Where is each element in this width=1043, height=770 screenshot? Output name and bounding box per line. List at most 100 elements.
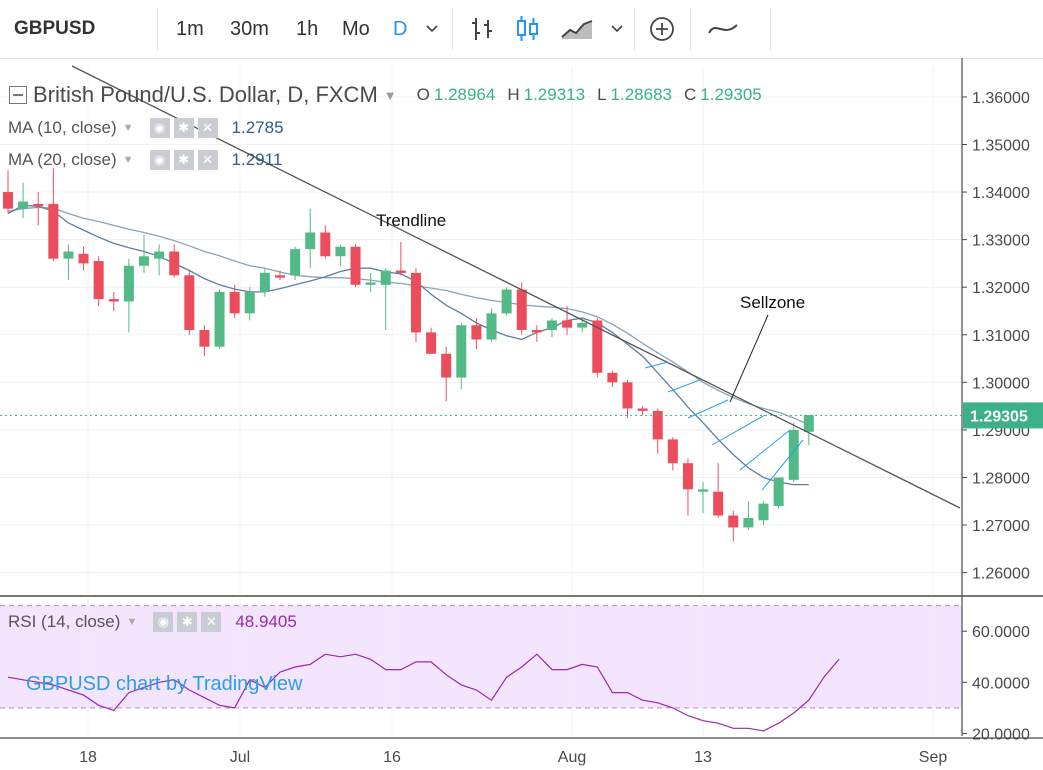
rsi-value: 48.9405 — [235, 612, 297, 631]
add-indicator-icon[interactable] — [648, 0, 676, 58]
ma20-label: MA (20, close) — [8, 150, 117, 169]
rsi-line — [7, 653, 840, 732]
x-tick-label: 13 — [694, 749, 712, 766]
candle-body — [546, 320, 557, 330]
rsi-y-tick-label: 20.0000 — [972, 726, 1030, 743]
close-value: 1.29305 — [700, 85, 762, 104]
collapse-legend-icon[interactable] — [9, 86, 27, 104]
candle-body — [259, 272, 270, 292]
candle-body — [380, 270, 391, 285]
gear-icon[interactable]: ✱ — [173, 118, 194, 138]
interval-1m-button[interactable]: 1m — [176, 17, 204, 40]
sellzone-hatch — [761, 439, 804, 491]
candle-body — [244, 291, 255, 314]
close-icon[interactable]: ✕ — [197, 150, 218, 170]
interval-d-button[interactable]: D — [393, 17, 408, 40]
candle-body — [229, 291, 240, 314]
candle-body — [138, 256, 149, 266]
symbol-search-button[interactable]: GBPUSD — [14, 18, 96, 39]
interval-30m-button[interactable]: 30m — [230, 17, 269, 40]
gear-icon[interactable]: ✱ — [177, 612, 198, 632]
low-value: 1.28683 — [610, 85, 672, 104]
trendline-label: Trendline — [376, 211, 446, 230]
candle-body — [456, 325, 467, 378]
candle-body — [652, 410, 663, 440]
sellzone-hatch — [711, 414, 766, 446]
bar-chart-icon[interactable] — [470, 0, 496, 58]
candle-body — [33, 203, 44, 207]
eye-icon[interactable]: ◉ — [149, 118, 170, 138]
close-icon[interactable]: ✕ — [201, 612, 222, 632]
chevron-down-icon[interactable] — [425, 0, 439, 58]
candle-body — [562, 320, 573, 328]
y-tick-label: 1.33000 — [972, 233, 1030, 250]
ohlc-values: O 1.28964 H 1.29313 L 1.28683 C 1.29305 — [417, 85, 762, 105]
trendline[interactable] — [71, 65, 961, 509]
y-tick-label: 1.36000 — [972, 90, 1030, 107]
candle-body — [471, 325, 482, 340]
candle-body — [667, 439, 678, 464]
toolbar-divider — [770, 8, 771, 50]
candle-body — [154, 251, 165, 259]
candle-body — [698, 489, 709, 492]
sellzone-hatch — [739, 429, 791, 471]
price-chart[interactable]: Trendline Sellzone 1.26000 1.27000 1.28000 1… — [0, 58, 1043, 770]
candle-body — [78, 253, 89, 264]
interval-1h-button[interactable]: 1h — [296, 17, 319, 40]
y-tick-label: 1.28000 — [972, 470, 1030, 487]
candle-body — [108, 299, 119, 302]
candle-body — [713, 491, 724, 516]
ma20-line — [7, 206, 810, 426]
candle-body — [350, 246, 361, 285]
legend-main: British Pound/U.S. Dollar, D, FXCM ▼ O 1.… — [0, 82, 762, 108]
top-toolbar: GBPUSD 1m 30m 1h Mo D — [0, 0, 1043, 59]
candle-body — [63, 251, 74, 259]
low-label: L — [597, 85, 607, 104]
candle-body — [531, 330, 542, 333]
rsi-label: RSI (14, close) — [8, 612, 121, 631]
chevron-down-icon[interactable]: ▼ — [383, 87, 397, 103]
candle-body — [3, 192, 13, 209]
y-tick-label: 1.31000 — [972, 328, 1030, 345]
x-tick-label: 18 — [79, 749, 97, 766]
candle-body — [305, 232, 316, 250]
candlestick-icon[interactable] — [515, 0, 541, 58]
chevron-down-icon[interactable]: ▼ — [122, 122, 134, 134]
y-tick-label: 1.30000 — [972, 375, 1030, 392]
candle-body — [682, 463, 693, 490]
gear-icon[interactable]: ✱ — [173, 150, 194, 170]
candle-body — [607, 372, 618, 383]
chevron-down-icon[interactable]: ▼ — [122, 154, 134, 166]
candle-body — [592, 320, 603, 373]
legend-title: British Pound/U.S. Dollar, D, FXCM — [33, 82, 378, 107]
candle-body — [426, 332, 437, 354]
toolbar-divider — [634, 8, 635, 50]
candle-body — [773, 477, 784, 506]
candle-body — [214, 291, 225, 347]
chevron-down-icon[interactable] — [610, 0, 624, 58]
area-chart-icon[interactable] — [560, 0, 594, 58]
candle-body — [803, 415, 814, 432]
x-tick-label: 16 — [383, 749, 401, 766]
y-tick-label: 1.26000 — [972, 566, 1030, 583]
high-value: 1.29313 — [523, 85, 586, 104]
candle-body — [18, 201, 29, 209]
interval-mo-button[interactable]: Mo — [342, 17, 370, 40]
sellzone-hatch — [644, 361, 669, 369]
x-tick-label: Jul — [230, 749, 250, 766]
candle-body — [365, 282, 376, 285]
line-tool-icon[interactable] — [707, 0, 739, 58]
eye-icon[interactable]: ◉ — [153, 612, 174, 632]
x-tick-label: Aug — [558, 749, 586, 766]
y-tick-label: 1.32000 — [972, 280, 1030, 297]
eye-icon[interactable]: ◉ — [149, 150, 170, 170]
sellzone-pointer — [729, 314, 769, 403]
candle-body — [93, 261, 104, 300]
chevron-down-icon[interactable]: ▼ — [126, 616, 138, 628]
candle-body — [501, 289, 512, 314]
candle-body — [622, 382, 633, 409]
candle-body — [123, 265, 134, 302]
candle-body — [48, 203, 59, 259]
close-icon[interactable]: ✕ — [197, 118, 218, 138]
candle-body — [758, 503, 769, 521]
